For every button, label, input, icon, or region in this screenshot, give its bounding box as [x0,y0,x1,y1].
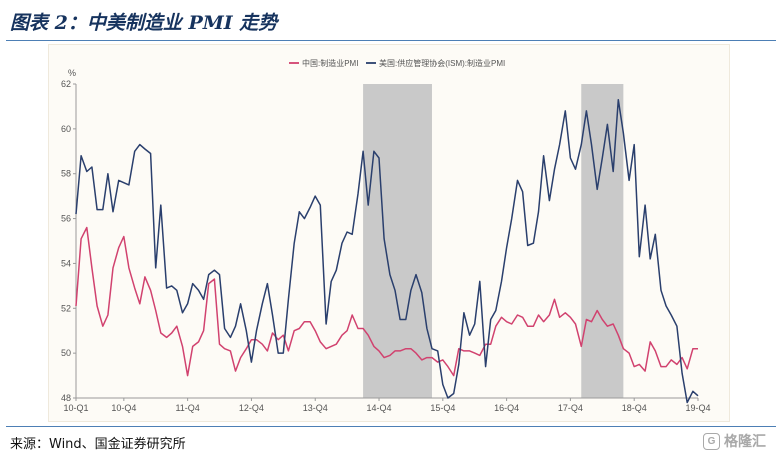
shaded-period [581,84,624,398]
y-tick-label: 60 [61,124,71,134]
series-line-2 [75,98,699,404]
source-note: 来源：Wind、国金证券研究所 [10,437,186,452]
shaded-period [363,84,432,398]
y-tick-label: 52 [61,303,71,313]
x-tick-label: 10-Q1 [63,403,88,413]
chart-panel: 48 50 52 54 56 58 60 62% 10-Q1 10-Q4 11-Q4 12-Q4 13-… [48,44,730,422]
legend-label-2: 美国:供应管理协会(ISM):制造业PMI [379,58,505,68]
x-tick-label: 17-Q4 [558,403,583,413]
y-tick-label: 56 [61,214,71,224]
x-tick-label: 18-Q4 [622,403,647,413]
x-tick-label: 19-Q4 [685,403,710,413]
series-line-1 [75,226,698,377]
x-tick-label: 10-Q4 [111,403,136,413]
watermark-logo-icon: G [703,432,720,450]
watermark: G 格隆汇 [703,431,766,451]
watermark-text: 格隆汇 [724,433,766,449]
y-tick-label: 54 [61,258,71,268]
x-tick-label: 11-Q4 [175,403,199,413]
y-unit-label: % [68,68,76,78]
x-tick-label: 12-Q4 [239,403,264,413]
x-tick-label: 13-Q4 [303,403,328,413]
x-tick-label: 16-Q4 [494,403,519,413]
x-tick-label: 14-Q4 [367,403,392,413]
x-tick-label: 15-Q4 [430,403,455,413]
y-tick-label: 50 [61,348,71,358]
legend-label-1: 中国:制造业PMI [302,58,358,68]
y-tick-label: 62 [61,79,71,89]
figure-title: 图表 2：中美制造业 PMI 走势 [10,12,278,34]
y-tick-label: 48 [61,393,71,403]
source-rule [6,426,776,427]
line-chart: 48 50 52 54 56 58 60 62% 10-Q1 10-Q4 11-Q4 12-Q4 13-… [61,58,711,413]
y-tick-label: 58 [61,169,71,179]
title-rule [6,40,776,41]
